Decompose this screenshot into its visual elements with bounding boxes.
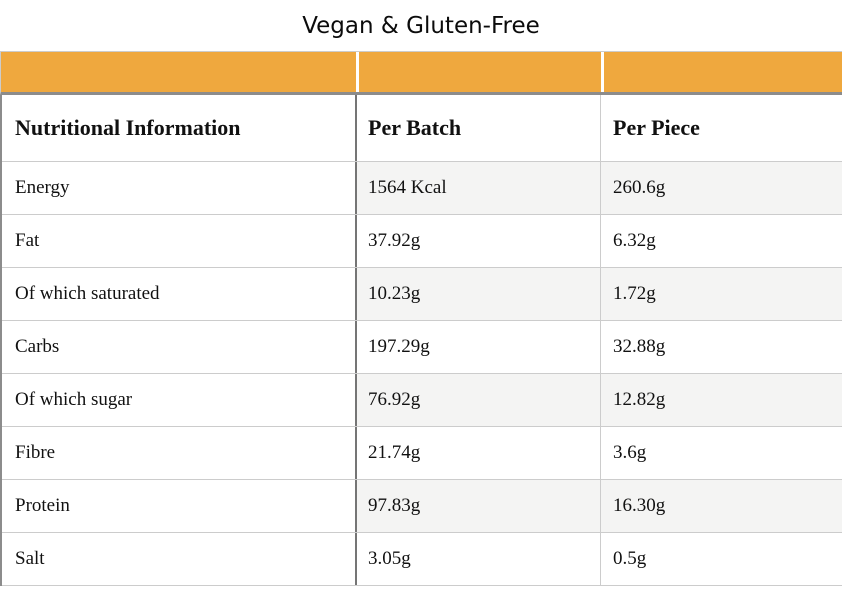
per-batch-value: 21.74g — [355, 427, 600, 479]
per-batch-value: 1564 Kcal — [355, 162, 600, 214]
table-row-salt: Salt 3.05g 0.5g — [2, 533, 842, 586]
row-label: Carbs — [2, 321, 355, 373]
column-header-per-batch: Per Batch — [355, 95, 600, 161]
per-batch-value: 3.05g — [355, 533, 600, 585]
table-row-fibre: Fibre 21.74g 3.6g — [2, 427, 842, 480]
banner-cell — [1, 52, 356, 92]
row-label: Of which sugar — [2, 374, 355, 426]
page: Vegan & Gluten-Free Nutritional Informat… — [0, 13, 842, 596]
row-label: Fat — [2, 215, 355, 267]
page-title: Vegan & Gluten-Free — [302, 13, 540, 39]
per-piece-value: 6.32g — [600, 215, 842, 267]
banner-cell — [356, 52, 601, 92]
per-batch-value: 10.23g — [355, 268, 600, 320]
table-row-energy: Energy 1564 Kcal 260.6g — [2, 162, 842, 215]
row-label: Of which saturated — [2, 268, 355, 320]
table-row-saturated: Of which saturated 10.23g 1.72g — [2, 268, 842, 321]
per-batch-value: 37.92g — [355, 215, 600, 267]
banner-row — [0, 51, 842, 95]
per-batch-value: 97.83g — [355, 480, 600, 532]
per-piece-value: 1.72g — [600, 268, 842, 320]
row-label: Fibre — [2, 427, 355, 479]
per-batch-value: 76.92g — [355, 374, 600, 426]
per-piece-value: 260.6g — [600, 162, 842, 214]
per-batch-value: 197.29g — [355, 321, 600, 373]
table-row-carbs: Carbs 197.29g 32.88g — [2, 321, 842, 374]
row-label: Salt — [2, 533, 355, 585]
table-row-fat: Fat 37.92g 6.32g — [2, 215, 842, 268]
per-piece-value: 0.5g — [600, 533, 842, 585]
table-header-row: Nutritional Information Per Batch Per Pi… — [2, 95, 842, 162]
per-piece-value: 32.88g — [600, 321, 842, 373]
table-row-sugar: Of which sugar 76.92g 12.82g — [2, 374, 842, 427]
row-label: Energy — [2, 162, 355, 214]
per-piece-value: 12.82g — [600, 374, 842, 426]
row-label: Protein — [2, 480, 355, 532]
per-piece-value: 3.6g — [600, 427, 842, 479]
nutrition-table: Nutritional Information Per Batch Per Pi… — [0, 95, 842, 586]
column-header-per-piece: Per Piece — [600, 95, 842, 161]
per-piece-value: 16.30g — [600, 480, 842, 532]
table-row-protein: Protein 97.83g 16.30g — [2, 480, 842, 533]
banner-cell — [601, 52, 842, 92]
column-header-nutritional-information: Nutritional Information — [2, 95, 355, 161]
